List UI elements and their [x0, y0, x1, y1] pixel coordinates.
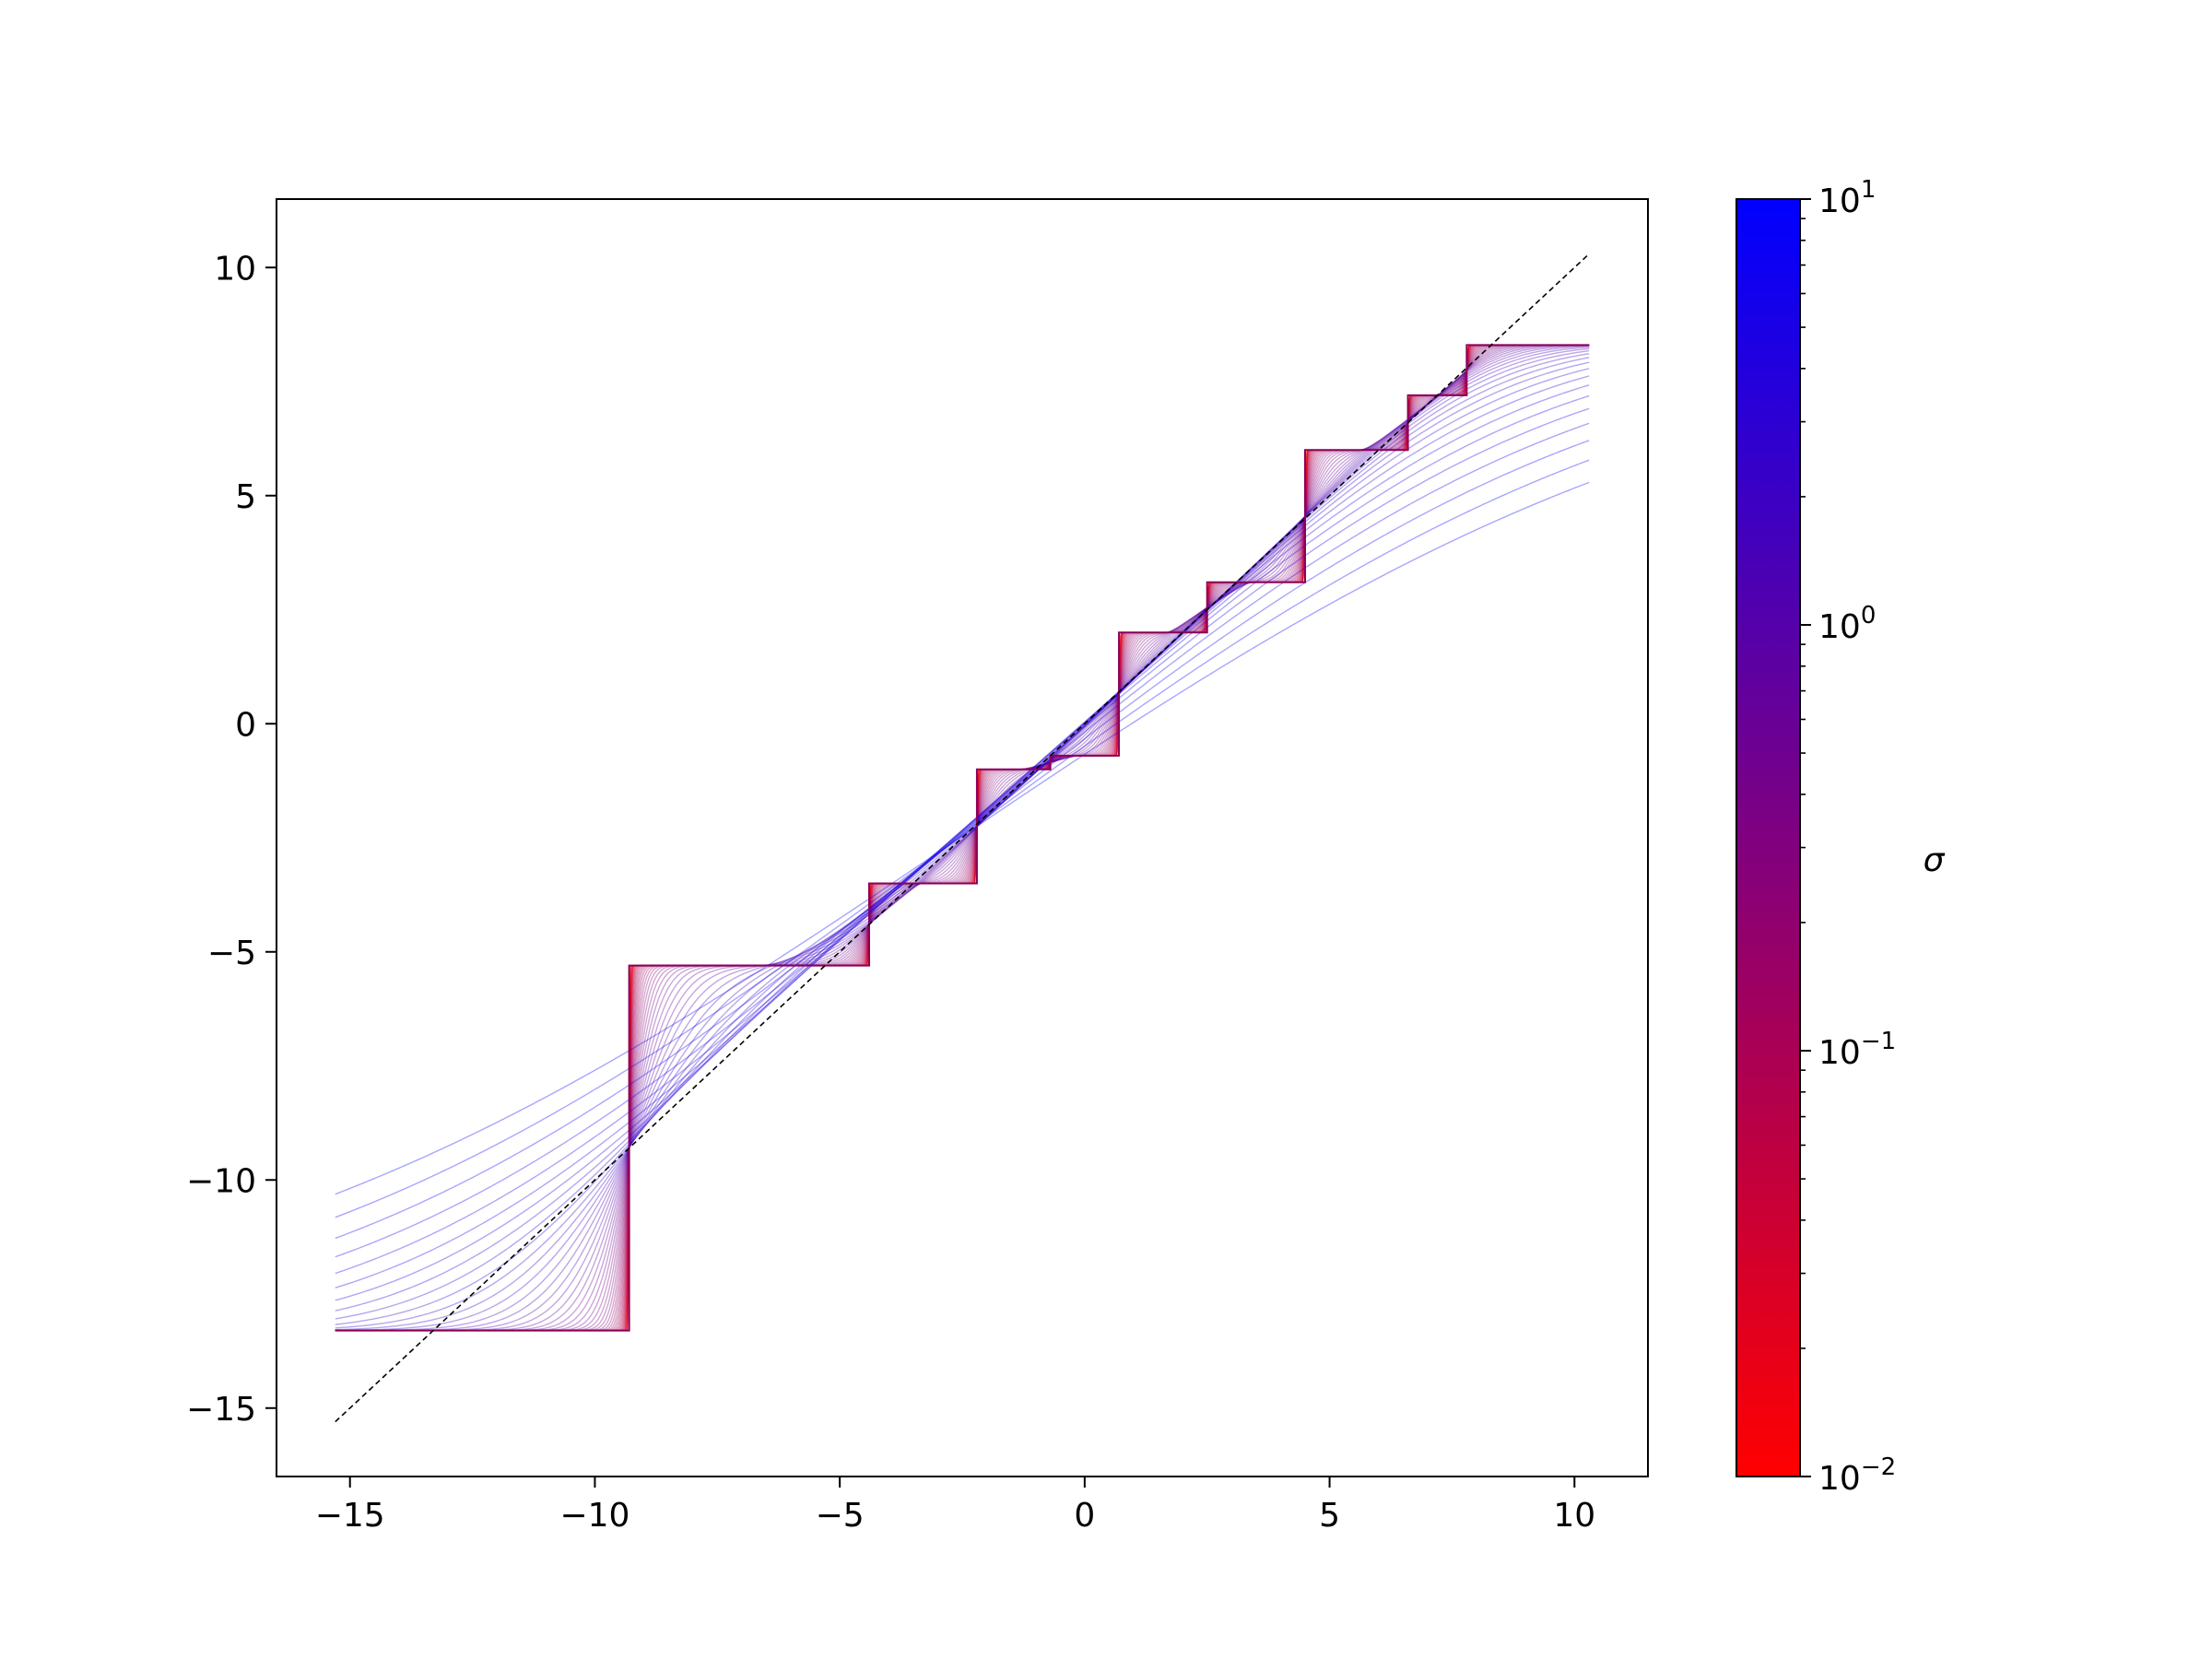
step-function-line	[335, 344, 1590, 1332]
sigma-curve	[335, 440, 1590, 1240]
sigma-curve	[335, 346, 1590, 1332]
sigma-curve	[335, 422, 1590, 1258]
sigma-curve	[335, 384, 1590, 1301]
y-tick-label: −5	[207, 935, 256, 972]
colorbar-tick-label: 10−2	[1818, 1453, 1896, 1498]
axes-frame	[276, 198, 1649, 1477]
plot-area: −15 −10 −5 0 5 10 −15 −10 −5 0 5 10	[186, 198, 1649, 1535]
sigma-curve	[335, 375, 1590, 1312]
y-axis-ticks: −15 −10 −5 0 5 10	[186, 250, 276, 1429]
x-tick-label: −15	[315, 1497, 385, 1535]
y-tick-label: −10	[186, 1162, 256, 1200]
x-tick-label: 5	[1319, 1497, 1340, 1535]
colorbar-tick-label: 10−1	[1818, 1028, 1896, 1072]
y-tick-label: 5	[235, 478, 256, 516]
sigma-curve	[335, 344, 1590, 1332]
colorbar-label: σ	[1924, 841, 1946, 879]
x-axis-ticks: −15 −10 −5 0 5 10	[315, 1477, 1595, 1535]
y-tick-label: 0	[235, 706, 256, 744]
sigma-curve	[335, 361, 1590, 1325]
colorbar-gradient	[1735, 198, 1801, 1477]
sigma-curve	[335, 345, 1590, 1332]
colorbar-tick-label: 100	[1818, 602, 1876, 646]
y-tick-label: −15	[186, 1391, 256, 1429]
colorbar: 10−2 10−1 100 101 σ	[1735, 176, 1946, 1498]
sigma-curve	[335, 347, 1590, 1332]
x-tick-label: −5	[816, 1497, 865, 1535]
sigma-curve	[335, 394, 1590, 1288]
x-tick-label: 0	[1074, 1497, 1095, 1535]
sigma-curve	[335, 344, 1590, 1332]
colorbar-ticks: 10−2 10−1 100 101	[1800, 176, 1896, 1498]
sigma-curve	[335, 459, 1590, 1218]
x-tick-label: −10	[559, 1497, 629, 1535]
sigma-curve	[335, 481, 1590, 1195]
x-tick-label: 10	[1553, 1497, 1595, 1535]
y-tick-label: 10	[214, 250, 256, 288]
sigma-curve	[335, 345, 1590, 1332]
colorbar-tick-label: 101	[1818, 176, 1876, 220]
sigma-curve	[335, 407, 1590, 1275]
sigma-curve	[335, 357, 1590, 1329]
sigma-curve	[335, 368, 1590, 1320]
sigma-curve	[335, 344, 1590, 1332]
